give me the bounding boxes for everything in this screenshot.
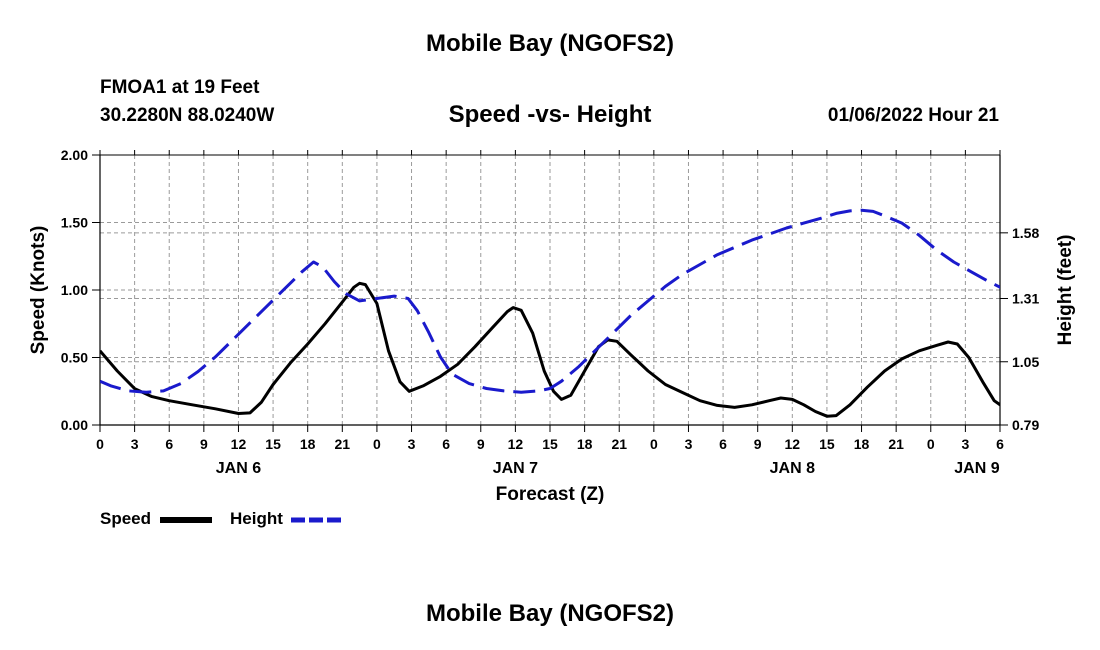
height-series-line [100, 208, 1000, 394]
x-tick-label: 18 [854, 436, 870, 452]
y-tick-label: 2.00 [61, 147, 88, 163]
x-tick-label: 21 [335, 436, 351, 452]
x-tick-label: 15 [265, 436, 281, 452]
date-label: JAN 7 [493, 460, 538, 477]
date-label: JAN 6 [216, 460, 261, 477]
x-tick-label: 6 [442, 436, 450, 452]
y2-tick-label: 1.31 [1012, 291, 1039, 307]
x-tick-label: 0 [650, 436, 658, 452]
y-axis-title: Speed (Knots) [28, 226, 49, 355]
speed-series-line [100, 281, 1000, 418]
x-tick-label: 15 [819, 436, 835, 452]
forecast-datetime: 01/06/2022 Hour 21 [827, 105, 999, 126]
date-label: JAN 9 [954, 460, 999, 477]
x-tick-label: 15 [542, 436, 558, 452]
y2-tick-label: 0.79 [1012, 417, 1039, 433]
x-tick-label: 12 [785, 436, 801, 452]
x-tick-label: 6 [719, 436, 727, 452]
y2-tick-label: 1.05 [1012, 354, 1039, 370]
x-tick-label: 6 [996, 436, 1004, 452]
footer-title: Mobile Bay (NGOFS2) [425, 600, 675, 627]
x-axis-title: Forecast (Z) [496, 484, 605, 505]
y-tick-label: 0.50 [61, 350, 88, 366]
station-coordinates: 30.2280N 88.0240W [100, 105, 275, 126]
x-tick-label: 18 [300, 436, 316, 452]
x-tick-label: 3 [685, 436, 693, 452]
x-tick-label: 6 [165, 436, 173, 452]
x-tick-label: 0 [96, 436, 104, 452]
legend-height-label: Height [230, 509, 283, 528]
x-tick-label: 12 [508, 436, 524, 452]
x-tick-label: 12 [231, 436, 247, 452]
x-tick-label: 9 [754, 436, 762, 452]
y-tick-label: 1.50 [61, 215, 88, 231]
y-tick-label: 1.00 [61, 282, 88, 298]
x-tick-label: 9 [200, 436, 208, 452]
x-tick-label: 3 [408, 436, 416, 452]
x-tick-label: 9 [477, 436, 485, 452]
legend-speed-label: Speed [100, 509, 152, 528]
y-tick-label: 0.00 [61, 417, 88, 433]
x-tick-label: 3 [961, 436, 969, 452]
x-tick-label: 21 [888, 436, 904, 452]
chart-subtitle: Speed -vs- Height [448, 101, 652, 128]
x-tick-label: 0 [927, 436, 935, 452]
x-tick-label: 18 [577, 436, 593, 452]
x-tick-label: 3 [131, 436, 139, 452]
y2-tick-label: 1.58 [1012, 225, 1039, 241]
y2-axis-title: Height (feet) [1055, 235, 1076, 346]
chart-main-title: Mobile Bay (NGOFS2) [425, 30, 675, 57]
station-label: FMOA1 at 19 Feet [100, 77, 260, 98]
x-tick-label: 21 [611, 436, 627, 452]
x-tick-label: 0 [373, 436, 381, 452]
date-label: JAN 8 [770, 460, 815, 477]
